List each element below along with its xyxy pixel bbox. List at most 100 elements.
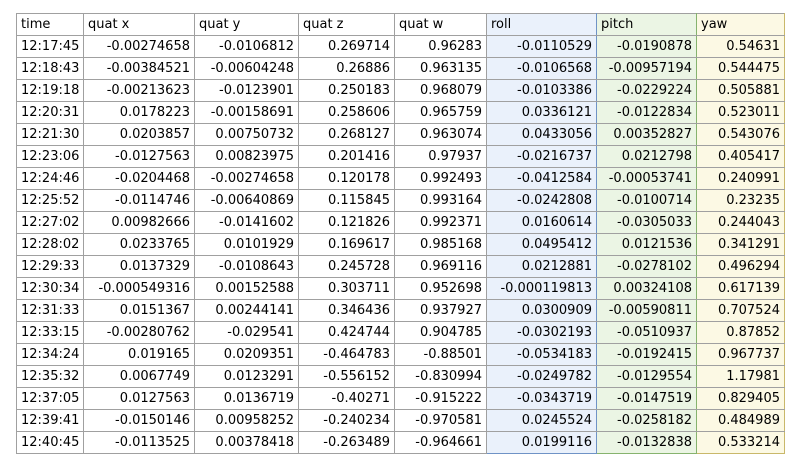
cell-roll: 0.0495412 [486,233,597,256]
table-row: 12:20:31 0.0178223 -0.00158691 0.258606 0.96… [16,101,785,124]
cell-quat-y: 0.0101929 [194,233,299,256]
cell-pitch: -0.0122834 [596,101,697,124]
cell-quat-z: 0.26886 [298,57,395,80]
table-row: 12:29:33 0.0137329 -0.0108643 0.245728 0.969… [16,255,785,278]
cell-quat-w: 0.993164 [394,189,487,212]
cell-quat-x: 0.0137329 [83,255,195,278]
cell-pitch: -0.0278102 [596,255,697,278]
cell-pitch: -0.0129554 [596,365,697,388]
cell-roll: -0.0249782 [486,365,597,388]
table-row: 12:23:06 -0.0127563 0.00823975 0.201416 0.97… [16,145,785,168]
cell-quat-w: 0.963074 [394,123,487,146]
cell-time: 12:21:30 [16,123,84,146]
cell-roll: -0.0343719 [486,387,597,410]
cell-roll: 0.0199116 [486,431,597,454]
cell-quat-x: -0.0150146 [83,409,195,432]
cell-pitch: -0.0147519 [596,387,697,410]
cell-quat-z: 0.120178 [298,167,395,190]
table-row: 12:28:02 0.0233765 0.0101929 0.169617 0.9851… [16,233,785,256]
cell-quat-z: -0.464783 [298,343,395,366]
cell-quat-w: 0.992493 [394,167,487,190]
cell-pitch: 0.0212798 [596,145,697,168]
column-header-quat-w: quat w [394,13,487,36]
cell-quat-z: 0.268127 [298,123,395,146]
table-row: 12:30:34 -0.000549316 0.00152588 0.303711 0.… [16,277,785,300]
cell-roll: 0.0300909 [486,299,597,322]
cell-yaw: 0.829405 [696,387,785,410]
cell-yaw: 0.496294 [696,255,785,278]
cell-yaw: 0.523011 [696,101,785,124]
cell-roll: -0.0216737 [486,145,597,168]
cell-quat-z: 0.424744 [298,321,395,344]
cell-yaw: 0.544475 [696,57,785,80]
data-table: time quat x quat y quat z quat w roll pitch yaw… [16,13,785,454]
cell-quat-w: -0.88501 [394,343,487,366]
column-header-pitch: pitch [596,13,697,36]
cell-quat-x: -0.0204468 [83,167,195,190]
cell-time: 12:33:15 [16,321,84,344]
cell-quat-x: -0.000549316 [83,277,195,300]
cell-quat-y: 0.00750732 [194,123,299,146]
cell-quat-z: 0.250183 [298,79,395,102]
cell-yaw: 0.54631 [696,35,785,58]
cell-roll: 0.0433056 [486,123,597,146]
cell-quat-w: 0.969116 [394,255,487,278]
cell-quat-w: -0.830994 [394,365,487,388]
table-row: 12:24:46 -0.0204468 -0.00274658 0.120178 0.9… [16,167,785,190]
table-row: 12:39:41 -0.0150146 0.00958252 -0.240234 -0.… [16,409,785,432]
cell-pitch: -0.0510937 [596,321,697,344]
cell-roll: -0.0106568 [486,57,597,80]
cell-pitch: 0.00352827 [596,123,697,146]
cell-yaw: 0.484989 [696,409,785,432]
cell-quat-y: -0.0141602 [194,211,299,234]
cell-time: 12:28:02 [16,233,84,256]
cell-quat-x: -0.00384521 [83,57,195,80]
cell-roll: -0.0242808 [486,189,597,212]
cell-quat-y: 0.0136719 [194,387,299,410]
cell-roll: -0.0103386 [486,79,597,102]
cell-quat-w: 0.965759 [394,101,487,124]
cell-time: 12:40:45 [16,431,84,454]
cell-time: 12:35:32 [16,365,84,388]
cell-yaw: 0.543076 [696,123,785,146]
cell-roll: -0.0302193 [486,321,597,344]
cell-quat-z: 0.121826 [298,211,395,234]
cell-quat-x: -0.0113525 [83,431,195,454]
cell-quat-y: -0.00274658 [194,167,299,190]
cell-quat-x: 0.0233765 [83,233,195,256]
cell-quat-z: -0.40271 [298,387,395,410]
cell-pitch: -0.0192415 [596,343,697,366]
cell-quat-y: 0.00823975 [194,145,299,168]
cell-time: 12:34:24 [16,343,84,366]
cell-time: 12:37:05 [16,387,84,410]
cell-quat-z: 0.169617 [298,233,395,256]
table-row: 12:37:05 0.0127563 0.0136719 -0.40271 -0.915… [16,387,785,410]
cell-quat-y: 0.0209351 [194,343,299,366]
cell-quat-z: -0.556152 [298,365,395,388]
table-row: 12:40:45 -0.0113525 0.00378418 -0.263489 -0.… [16,431,785,454]
cell-quat-z: 0.201416 [298,145,395,168]
cell-quat-y: 0.00152588 [194,277,299,300]
column-header-quat-y: quat y [194,13,299,36]
cell-quat-y: 0.00958252 [194,409,299,432]
cell-quat-z: 0.258606 [298,101,395,124]
cell-quat-w: 0.937927 [394,299,487,322]
cell-yaw: 0.707524 [696,299,785,322]
cell-roll: -0.0534183 [486,343,597,366]
cell-roll: -0.000119813 [486,277,597,300]
cell-yaw: 0.967737 [696,343,785,366]
cell-pitch: -0.0229224 [596,79,697,102]
table-row: 12:34:24 0.019165 0.0209351 -0.464783 -0.885… [16,343,785,366]
column-header-quat-x: quat x [83,13,195,36]
cell-quat-y: 0.00378418 [194,431,299,454]
cell-pitch: -0.0305033 [596,211,697,234]
cell-quat-x: -0.00280762 [83,321,195,344]
cell-quat-y: -0.00640869 [194,189,299,212]
cell-quat-y: -0.0108643 [194,255,299,278]
table-row: 12:21:30 0.0203857 0.00750732 0.268127 0.963… [16,123,785,146]
cell-yaw: 0.87852 [696,321,785,344]
cell-time: 12:31:33 [16,299,84,322]
cell-quat-w: 0.968079 [394,79,487,102]
cell-quat-x: 0.0203857 [83,123,195,146]
cell-yaw: 0.505881 [696,79,785,102]
